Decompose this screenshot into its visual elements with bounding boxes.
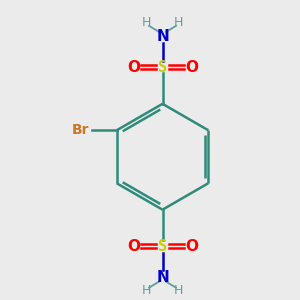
Text: N: N bbox=[156, 270, 169, 285]
Text: Br: Br bbox=[71, 123, 89, 137]
Text: O: O bbox=[185, 239, 198, 254]
Text: O: O bbox=[185, 60, 198, 75]
Text: H: H bbox=[174, 16, 184, 29]
Text: S: S bbox=[158, 239, 167, 254]
Text: H: H bbox=[174, 284, 184, 297]
Text: H: H bbox=[142, 16, 151, 29]
Text: O: O bbox=[127, 239, 140, 254]
Text: S: S bbox=[158, 60, 167, 75]
Text: O: O bbox=[127, 60, 140, 75]
Text: N: N bbox=[156, 29, 169, 44]
Text: H: H bbox=[142, 284, 151, 297]
